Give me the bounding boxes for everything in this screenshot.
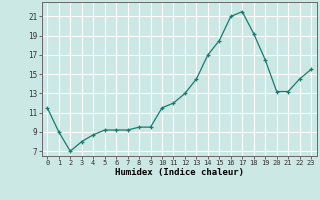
X-axis label: Humidex (Indice chaleur): Humidex (Indice chaleur)	[115, 168, 244, 177]
